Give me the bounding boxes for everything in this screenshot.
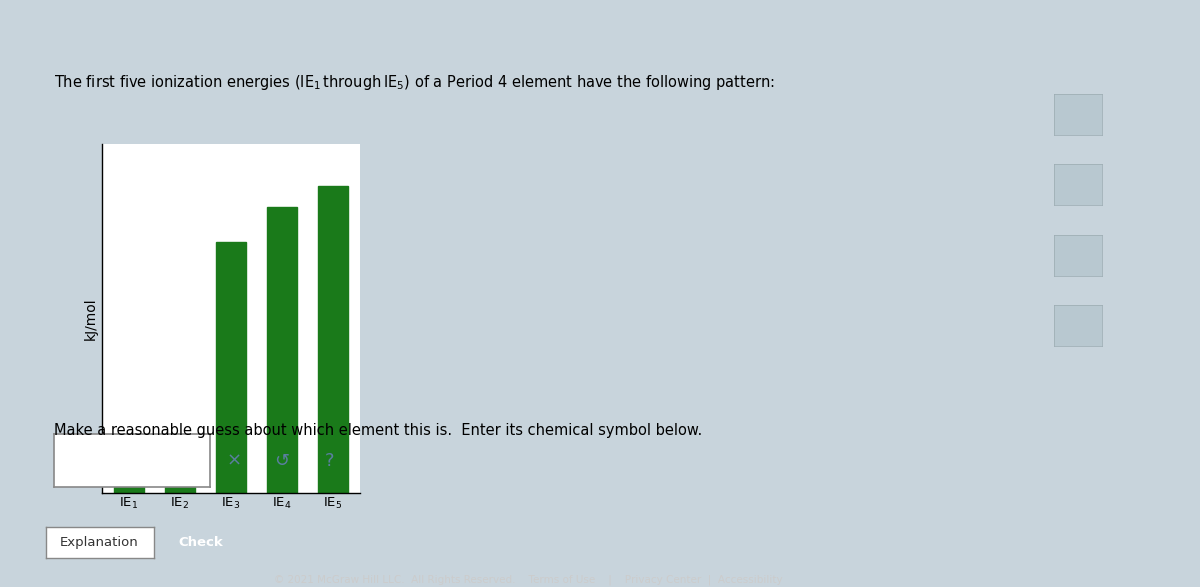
Text: Make a reasonable guess about which element this is.  Enter its chemical symbol : Make a reasonable guess about which elem…: [54, 423, 702, 438]
Bar: [318, 185, 348, 493]
Text: ↺: ↺: [275, 452, 289, 470]
Y-axis label: kJ/mol: kJ/mol: [84, 297, 98, 340]
Text: ?: ?: [325, 452, 335, 470]
Bar: [266, 207, 298, 493]
Bar: [114, 458, 144, 493]
Text: © 2021 McGraw Hill LLC.  All Rights Reserved.    Terms of Use    |    Privacy Ce: © 2021 McGraw Hill LLC. All Rights Reser…: [274, 574, 782, 585]
Bar: [164, 437, 196, 493]
Bar: [216, 242, 246, 493]
Text: Check: Check: [178, 536, 223, 549]
Text: Explanation: Explanation: [60, 536, 139, 549]
Text: ×: ×: [227, 452, 241, 470]
Text: The first five ionization energies $\left(\mathrm{IE_1}\,\mathrm{through}\,\math: The first five ionization energies $\lef…: [54, 73, 775, 92]
